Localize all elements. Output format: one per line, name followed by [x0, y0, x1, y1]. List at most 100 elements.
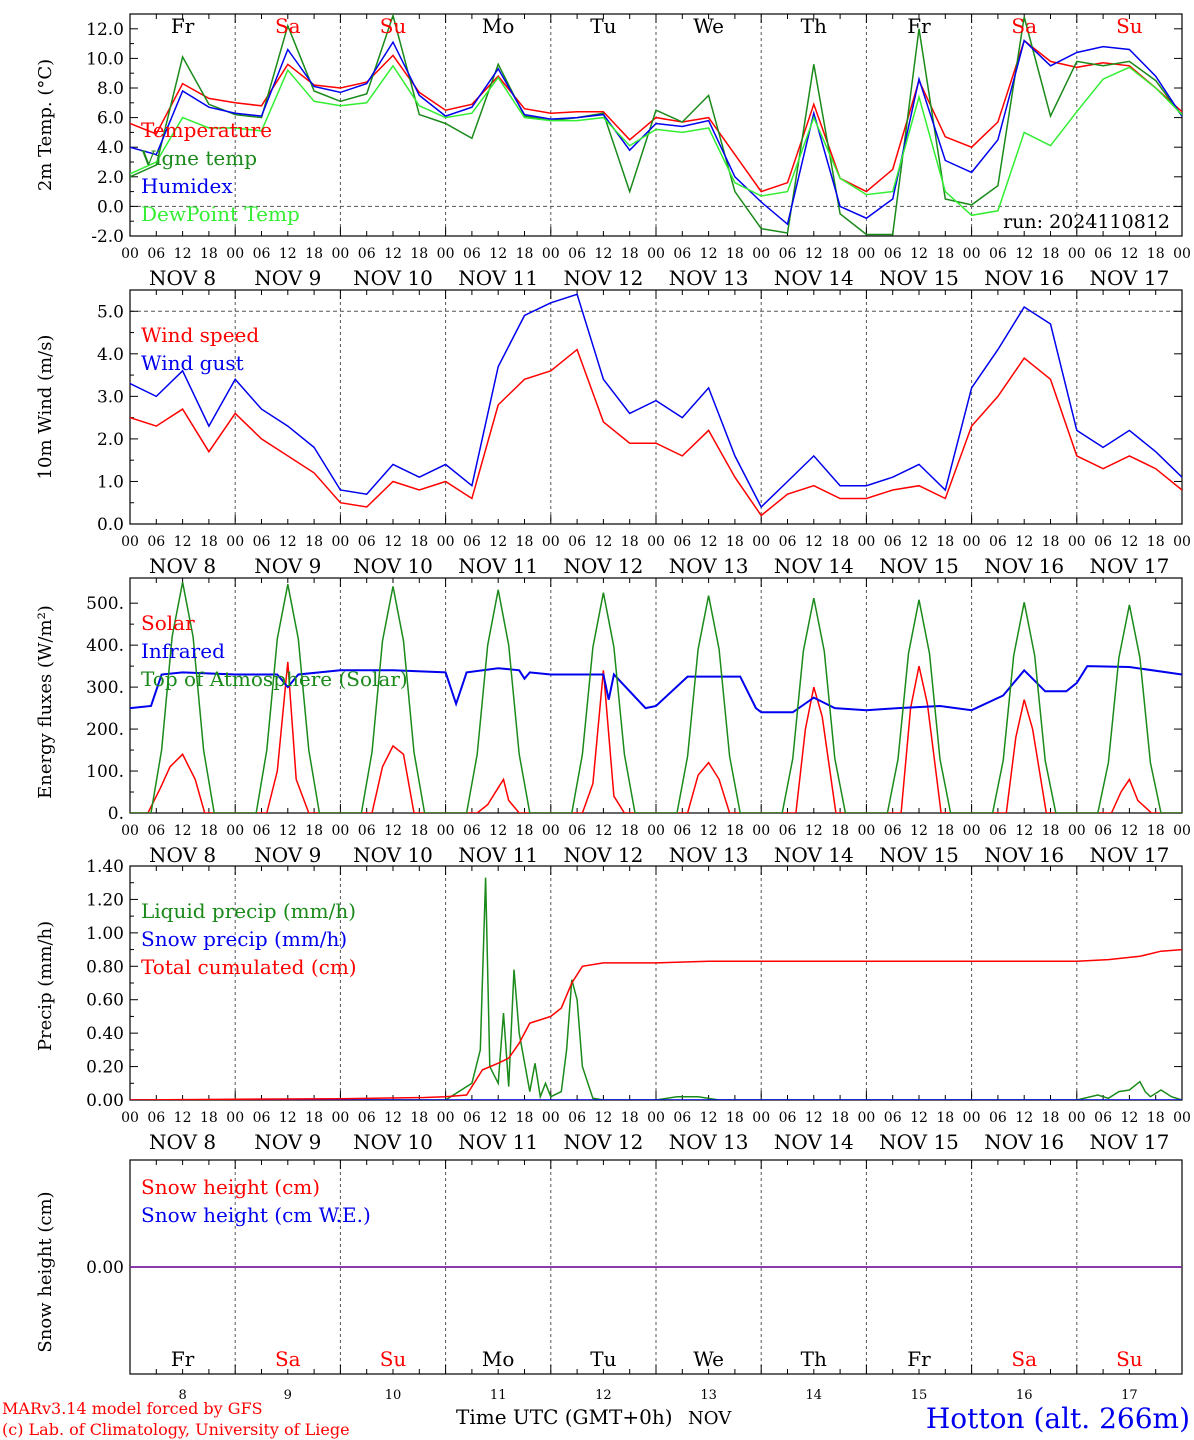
hour-tick-label: 12: [805, 534, 823, 550]
hour-tick-label: 00: [542, 823, 560, 839]
y-tick-label: 0.60: [86, 991, 124, 1011]
date-label: NOV 8: [149, 1130, 216, 1154]
hour-tick-label: 18: [621, 246, 639, 262]
hour-tick-label: 00: [121, 1110, 139, 1126]
hour-tick-label: 12: [174, 1110, 192, 1126]
day-number-label: 14: [806, 1388, 823, 1403]
hour-tick-label: 18: [831, 246, 849, 262]
panel-1: -2.0 0.0 2.0 4.0 6.0 8.0 10.0 12.0 2m Temp. (°C)…: [35, 13, 1191, 290]
hour-tick-label: 00: [963, 246, 981, 262]
date-label: NOV 13: [669, 1130, 749, 1154]
hour-tick-label: 06: [568, 534, 586, 550]
date-label: NOV 17: [1090, 554, 1170, 578]
station-name: Hotton (alt. 266m): [926, 1402, 1190, 1435]
series-line-wind-gust: [130, 293, 1182, 509]
hour-tick-label: 00: [647, 1110, 665, 1126]
hour-tick-label: 12: [700, 1110, 718, 1126]
hour-tick-label: 18: [1042, 823, 1060, 839]
legend-entry: Vigne temp: [140, 146, 257, 170]
hour-tick-label: 00: [857, 246, 875, 262]
legend-entry: Solar: [141, 611, 195, 635]
date-label: NOV 11: [458, 554, 538, 578]
hour-tick-label: 00: [226, 246, 244, 262]
hour-tick-label: 18: [936, 246, 954, 262]
y-tick-label: 5.0: [97, 302, 124, 322]
hour-tick-label: 18: [200, 534, 218, 550]
hour-tick-label: 12: [700, 246, 718, 262]
weekday-label: We: [693, 14, 724, 38]
y-tick-label: 8.0: [97, 79, 124, 99]
hour-tick-label: 18: [1147, 823, 1165, 839]
date-label: NOV 16: [984, 1130, 1064, 1154]
hour-tick-label: 12: [174, 246, 192, 262]
hour-tick-label: 06: [779, 534, 797, 550]
hour-tick-label: 12: [1120, 823, 1138, 839]
hour-tick-label: 06: [463, 534, 481, 550]
hour-tick-label: 00: [1068, 534, 1086, 550]
hour-tick-label: 06: [568, 823, 586, 839]
hour-tick-label: 06: [147, 246, 165, 262]
date-label: NOV 17: [1090, 266, 1170, 290]
hour-tick-label: 18: [831, 534, 849, 550]
x-axis-label: Time UTC (GMT+0h): [456, 1405, 673, 1429]
series-line-total-cumulated-cm: [130, 948, 1182, 1100]
y-tick-label: 0.20: [86, 1058, 124, 1078]
hour-tick-label: 06: [673, 534, 691, 550]
series-line-humidex: [130, 39, 1182, 226]
weekday-label: Su: [380, 1347, 407, 1371]
legend-entry: Snow precip (mm/h): [141, 927, 347, 951]
hour-tick-label: 18: [831, 1110, 849, 1126]
series-line-dewpoint-temp: [130, 64, 1182, 217]
y-tick-label: 6.0: [97, 109, 124, 129]
y-tick-label: 0.0: [97, 197, 124, 217]
hour-tick-label: 12: [1015, 823, 1033, 839]
hour-tick-label: 00: [226, 1110, 244, 1126]
day-number-label: 12: [595, 1388, 612, 1403]
hour-tick-label: 18: [305, 823, 323, 839]
y-tick-label: 0.00: [86, 1258, 124, 1278]
hour-tick-label: 06: [989, 534, 1007, 550]
legend-entry: Temperature: [141, 118, 272, 142]
hour-tick-label: 06: [1094, 534, 1112, 550]
hour-tick-label: 06: [253, 823, 271, 839]
date-label: NOV 12: [564, 554, 644, 578]
hour-tick-label: 00: [752, 1110, 770, 1126]
hour-tick-label: 00: [226, 823, 244, 839]
y-tick-label: 0.: [108, 804, 124, 824]
y-tick-label: -2.0: [91, 227, 124, 247]
y-tick-label: 1.00: [86, 924, 124, 944]
weekday-label: Su: [380, 14, 407, 38]
series-line-vigne-temp: [130, 14, 1182, 236]
hour-tick-label: 06: [253, 534, 271, 550]
hour-tick-label: 12: [174, 534, 192, 550]
hour-tick-label: 18: [410, 1110, 428, 1126]
series-line-solar: [130, 661, 1182, 813]
hour-tick-label: 06: [884, 1110, 902, 1126]
y-tick-label: 0.80: [86, 957, 124, 977]
hour-tick-label: 06: [673, 1110, 691, 1126]
y-tick-label: 3.0: [97, 387, 124, 407]
hour-tick-label: 12: [910, 534, 928, 550]
hour-tick-label: 18: [936, 1110, 954, 1126]
y-tick-label: 200.: [86, 720, 124, 740]
legend-entry: Humidex: [141, 174, 233, 198]
hour-tick-label: 06: [779, 823, 797, 839]
hour-tick-label: 18: [1042, 534, 1060, 550]
legend-entry: DewPoint Temp: [141, 202, 300, 226]
date-label: NOV 10: [353, 266, 433, 290]
day-number-label: 16: [1016, 1388, 1033, 1403]
hour-tick-label: 12: [279, 534, 297, 550]
series-line-liquid-precip-mm-h: [130, 877, 1182, 1100]
hour-tick-label: 06: [358, 823, 376, 839]
hour-tick-label: 06: [1094, 246, 1112, 262]
hour-tick-label: 00: [752, 534, 770, 550]
hour-tick-label: 06: [568, 246, 586, 262]
weekday-label: Sa: [275, 14, 301, 38]
hour-tick-label: 00: [1173, 1110, 1191, 1126]
panel-4: 0.00 0.20 0.40 0.60 0.80 1.00 1.20 1.40 Precip (…: [35, 857, 1191, 1154]
date-label: NOV 13: [669, 266, 749, 290]
y-tick-label: 1.40: [86, 857, 124, 877]
date-label: NOV 9: [254, 1130, 321, 1154]
hour-tick-label: 00: [542, 534, 560, 550]
